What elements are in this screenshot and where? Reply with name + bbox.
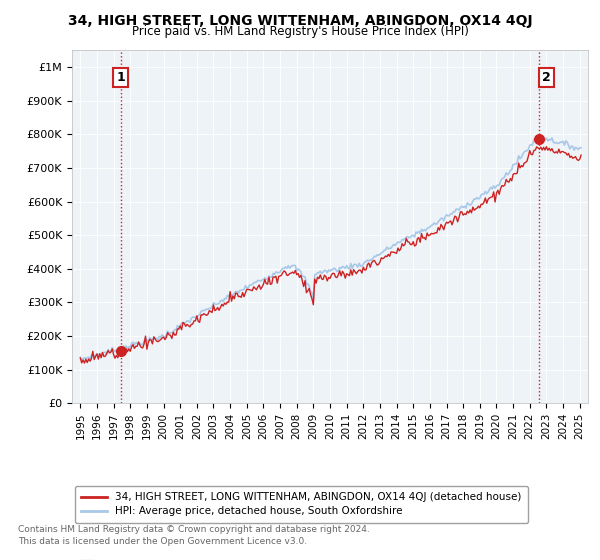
Legend: 34, HIGH STREET, LONG WITTENHAM, ABINGDON, OX14 4QJ (detached house), HPI: Avera: 34, HIGH STREET, LONG WITTENHAM, ABINGDO… xyxy=(74,486,528,522)
Text: 1: 1 xyxy=(116,71,125,83)
Text: Contains HM Land Registry data © Crown copyright and database right 2024.
This d: Contains HM Land Registry data © Crown c… xyxy=(18,525,370,546)
Text: Price paid vs. HM Land Registry's House Price Index (HPI): Price paid vs. HM Land Registry's House … xyxy=(131,25,469,38)
Text: 2: 2 xyxy=(542,71,550,83)
Text: 34, HIGH STREET, LONG WITTENHAM, ABINGDON, OX14 4QJ: 34, HIGH STREET, LONG WITTENHAM, ABINGDO… xyxy=(68,14,532,28)
